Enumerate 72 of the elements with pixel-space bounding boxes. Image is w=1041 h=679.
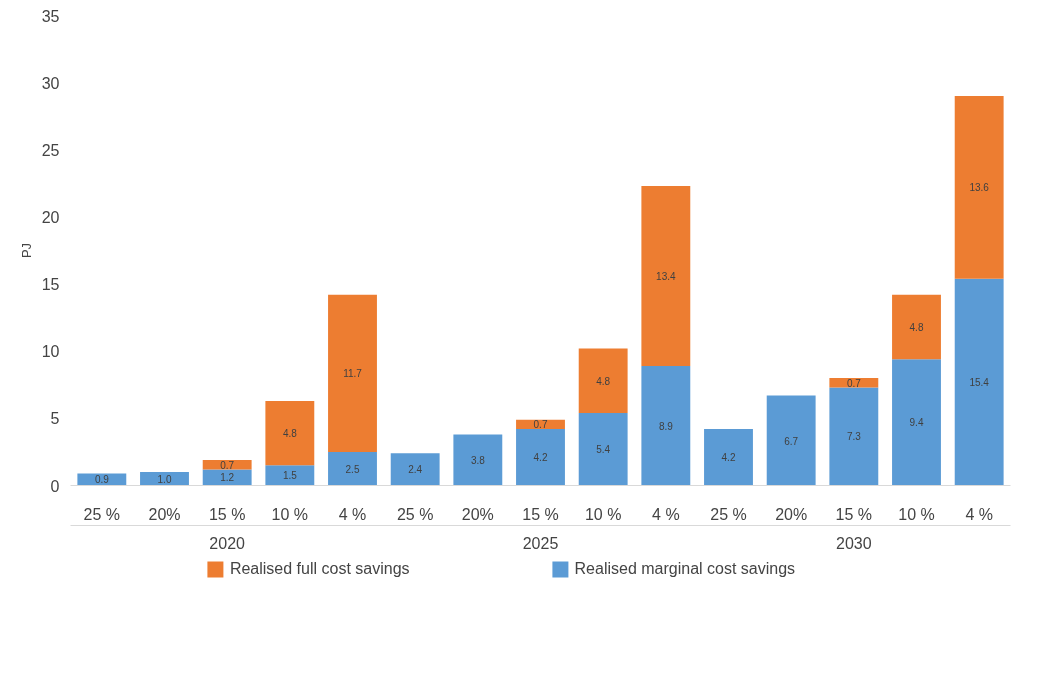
y-tick-label: 5 xyxy=(50,410,60,428)
bar xyxy=(202,469,252,486)
data-label: 0.7 xyxy=(220,459,235,471)
data-label: 2.5 xyxy=(345,463,360,475)
data-label: 1.0 xyxy=(157,473,172,485)
x-tick-label: 20% xyxy=(775,505,808,523)
x-tick-label: 10 % xyxy=(584,505,622,523)
text: 2025 xyxy=(522,534,559,552)
x-tick-label: 4 % xyxy=(652,505,680,523)
bar xyxy=(892,359,941,486)
x-tick-label: 4 % xyxy=(965,505,993,523)
bar xyxy=(516,429,565,486)
text: 2020 xyxy=(209,534,246,552)
legend-label: Realised marginal cost savings xyxy=(574,560,796,578)
data-label: 1.2 xyxy=(220,472,235,484)
data-label: 0.7 xyxy=(846,377,862,389)
data-label: 6.7 xyxy=(784,435,799,447)
bar xyxy=(578,348,628,413)
x-tick-label: 25 % xyxy=(396,505,434,523)
data-label: 11.7 xyxy=(343,368,363,380)
data-label: 9.4 xyxy=(909,417,924,429)
y-axis-title: PJ xyxy=(18,242,34,259)
data-label: 15.4 xyxy=(969,377,990,389)
bar xyxy=(954,96,1004,279)
x-tick-label: 25 % xyxy=(710,505,747,523)
x-tick-label: 20% xyxy=(148,505,181,523)
data-label: 7.3 xyxy=(846,431,862,443)
x-tick-label: 15 % xyxy=(835,505,873,523)
y-tick-label: 30 xyxy=(41,74,60,92)
y-tick-label: 25 xyxy=(41,141,60,159)
data-label: 4.8 xyxy=(909,322,924,334)
data-label: 3.8 xyxy=(470,454,486,466)
bar xyxy=(641,186,691,366)
x-tick-label: 15 % xyxy=(522,505,559,523)
bar xyxy=(578,412,628,486)
y-tick-label: 0 xyxy=(50,477,60,495)
data-label: 13.4 xyxy=(656,271,676,283)
legend-label: Realised full cost savings xyxy=(229,560,410,578)
data-label: 4.2 xyxy=(721,452,736,464)
y-tick-label: 35 xyxy=(41,7,60,25)
data-label: 0.7 xyxy=(533,419,548,431)
x-tick-label: 10 % xyxy=(271,505,309,523)
data-label: 0.9 xyxy=(94,474,110,486)
y-tick-label: 15 xyxy=(41,276,60,294)
bar xyxy=(704,429,753,486)
bar xyxy=(892,294,941,360)
data-label: 2.4 xyxy=(408,464,423,476)
bar xyxy=(328,294,377,452)
text: 2030 xyxy=(836,534,872,552)
x-tick-label: 4 % xyxy=(338,505,367,523)
bar xyxy=(641,365,691,486)
data-label: 4.8 xyxy=(282,428,298,440)
bar xyxy=(453,434,503,486)
data-label: 4.2 xyxy=(533,452,548,464)
bar xyxy=(954,278,1004,486)
x-tick-label: 10 % xyxy=(898,505,935,523)
y-tick-label: 10 xyxy=(41,343,60,361)
bar xyxy=(766,395,816,486)
bar xyxy=(829,387,879,486)
bar xyxy=(328,451,377,486)
bar xyxy=(265,400,315,466)
y-tick-label: 20 xyxy=(41,208,60,226)
data-label: 4.8 xyxy=(596,375,611,387)
bar xyxy=(390,453,440,486)
data-label: 1.5 xyxy=(282,470,298,482)
data-label: 13.6 xyxy=(969,182,990,194)
data-label: 8.9 xyxy=(658,420,674,432)
x-tick-label: 25 % xyxy=(83,505,121,523)
x-tick-label: 20% xyxy=(461,505,494,523)
x-tick-label: 15 % xyxy=(208,505,246,523)
data-label: 5.4 xyxy=(596,444,611,456)
bar xyxy=(265,465,315,486)
